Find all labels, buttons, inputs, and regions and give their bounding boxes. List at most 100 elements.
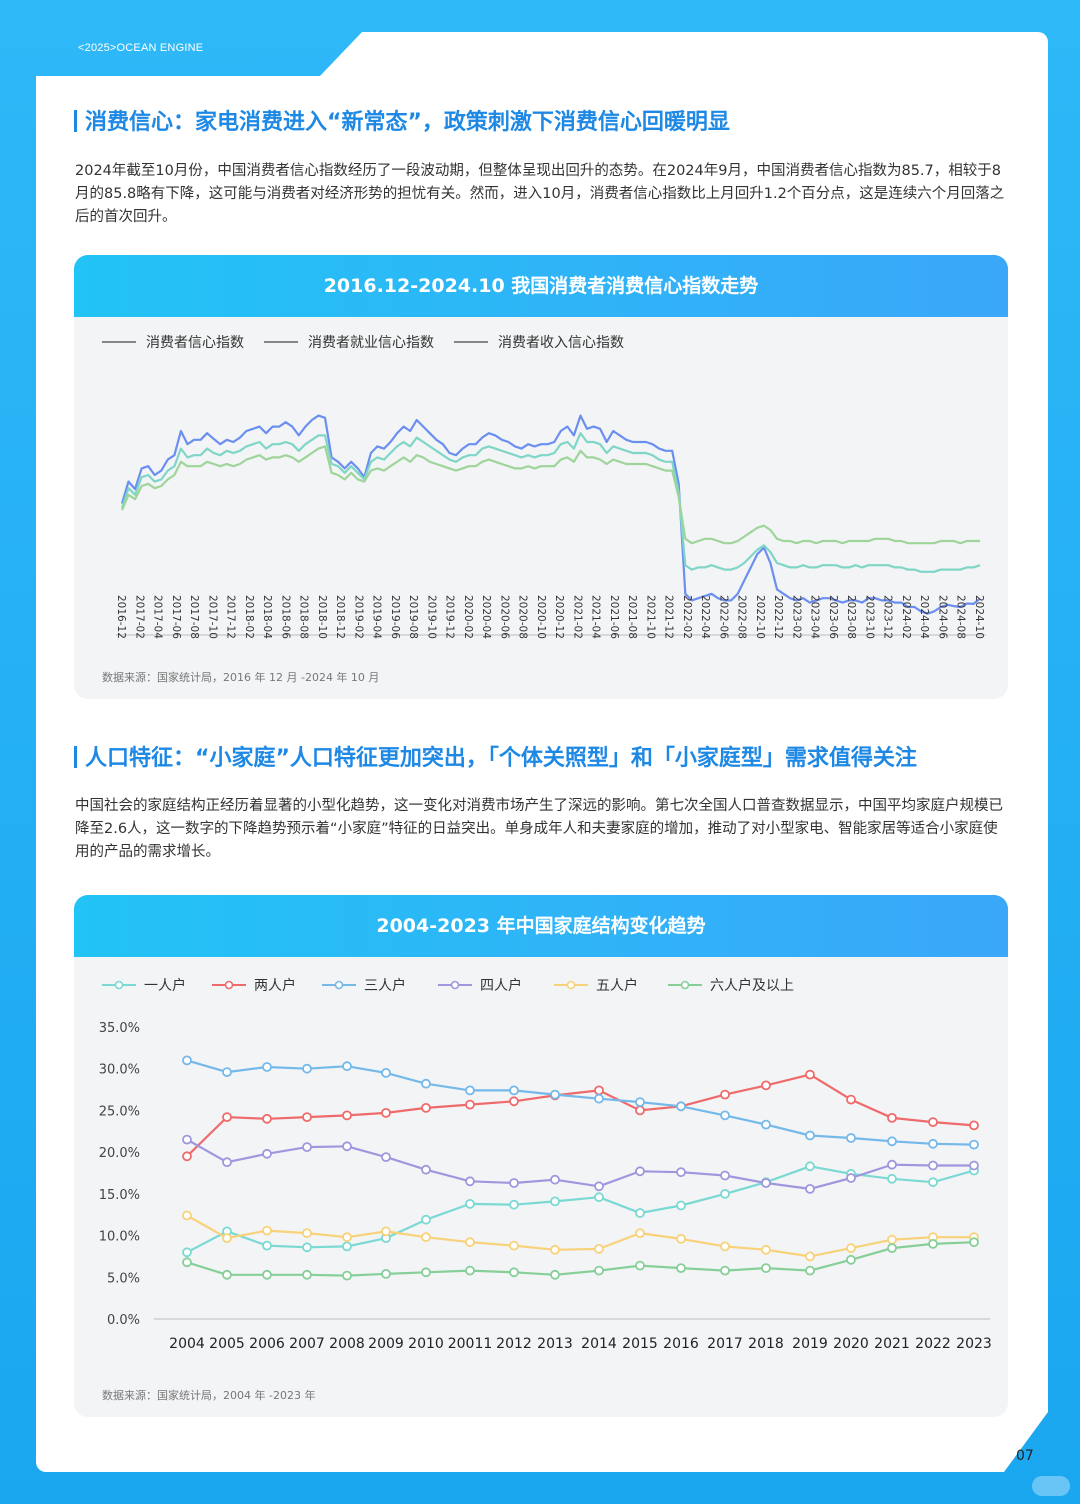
data-point xyxy=(635,1260,645,1271)
x-tick-label: 2020-06 xyxy=(498,595,510,639)
x-tick-label: 2015 xyxy=(622,1336,658,1352)
x-tick-label: 2014 xyxy=(581,1336,617,1352)
data-point xyxy=(846,1173,856,1183)
x-tick-label: 2018-04 xyxy=(261,595,273,639)
x-tick-label: 2018-08 xyxy=(298,595,310,639)
page-number: 07 xyxy=(1016,1448,1034,1464)
data-point xyxy=(969,1139,979,1150)
x-tick-label: 2017 xyxy=(707,1336,743,1352)
data-point xyxy=(465,1265,475,1276)
data-point xyxy=(509,1178,519,1188)
data-point xyxy=(222,1067,232,1077)
y-tick-label: 30.0% xyxy=(99,1063,140,1078)
x-tick-label: 2020-02 xyxy=(462,595,474,639)
data-point xyxy=(465,1085,475,1096)
x-tick-label: 2021-12 xyxy=(663,595,675,639)
data-point xyxy=(421,1214,431,1225)
data-point xyxy=(887,1173,897,1184)
data-point xyxy=(509,1240,519,1251)
title-accent-bar xyxy=(74,746,77,768)
x-tick-label: 2019-10 xyxy=(425,595,437,639)
x-tick-label: 2020-12 xyxy=(553,595,565,639)
y-tick-label: 20.0% xyxy=(99,1146,140,1161)
data-point xyxy=(805,1183,815,1194)
x-tick-label: 2017-04 xyxy=(152,595,164,639)
data-point xyxy=(969,1237,979,1248)
x-tick-label: 2021-10 xyxy=(644,595,656,639)
legend-item: 五人户 xyxy=(554,977,638,994)
legend-item: 三人户 xyxy=(322,977,406,994)
x-tick-label: 2024-06 xyxy=(937,595,949,639)
brand-header: <2025>OCEAN ENGINE xyxy=(78,42,204,54)
data-point xyxy=(550,1089,560,1100)
x-tick-label: 2022-02 xyxy=(681,595,693,639)
x-tick-label: 2022 xyxy=(915,1336,951,1352)
data-point xyxy=(222,1112,232,1123)
data-source: 数据来源：国家统计局，2004 年 -2023 年 xyxy=(102,1389,316,1402)
x-tick-label: 2021-06 xyxy=(608,595,620,639)
x-tick-label: 2021-04 xyxy=(590,595,602,639)
data-point xyxy=(342,1061,352,1072)
svg-text:四人户: 四人户 xyxy=(480,977,522,994)
svg-text:消费者信心指数: 消费者信心指数 xyxy=(146,335,244,351)
x-tick-label: 2021 xyxy=(874,1336,910,1352)
data-point xyxy=(381,1068,391,1078)
x-tick-label: 2024-04 xyxy=(918,595,930,639)
data-point xyxy=(635,1228,645,1239)
data-point xyxy=(381,1107,391,1118)
household-line-chart: 一人户 两人户 三人户 四人户 五人户 六人户及以上 0.0% 5.0% 10.0% 15.0% 2… xyxy=(99,977,992,1352)
x-tick-label: 2010 xyxy=(408,1336,444,1352)
x-tick-label: 2020-10 xyxy=(535,595,547,639)
section-title-consumer-confidence: 消费信心：家电消费进入“新常态”，政策刺激下消费信心回暖明显 xyxy=(74,104,730,136)
data-point xyxy=(594,1192,604,1203)
data-point xyxy=(262,1240,272,1251)
x-tick-label: 2018-06 xyxy=(279,595,291,639)
data-point xyxy=(720,1188,730,1199)
data-point xyxy=(342,1241,352,1252)
data-point xyxy=(887,1136,897,1147)
data-point xyxy=(182,1134,192,1145)
data-point xyxy=(342,1232,352,1243)
data-point xyxy=(805,1251,815,1262)
data-point xyxy=(509,1199,519,1210)
x-tick-label: 2008 xyxy=(329,1336,365,1352)
data-point xyxy=(421,1267,431,1278)
data-point xyxy=(594,1085,604,1096)
data-point xyxy=(182,1055,192,1066)
svg-text:三人户: 三人户 xyxy=(364,977,406,994)
x-tick-label: 2023-02 xyxy=(790,595,802,639)
data-point xyxy=(887,1234,897,1245)
data-point xyxy=(550,1244,560,1255)
data-point xyxy=(302,1142,312,1153)
data-point xyxy=(182,1151,192,1162)
y-tick-label: 25.0% xyxy=(99,1104,140,1119)
data-point xyxy=(509,1096,519,1107)
series-line xyxy=(186,1214,974,1258)
data-point xyxy=(805,1161,815,1172)
data-point xyxy=(222,1157,232,1168)
data-point xyxy=(676,1263,686,1274)
data-point xyxy=(222,1269,232,1280)
legend-item: 消费者信心指数 xyxy=(102,335,244,351)
legend-item: 两人户 xyxy=(212,977,296,994)
series-line xyxy=(186,1165,975,1254)
data-point xyxy=(928,1138,938,1149)
data-point xyxy=(262,1113,272,1124)
x-tick-label: 2009 xyxy=(368,1336,404,1352)
x-tick-label: 2023-08 xyxy=(845,595,857,639)
data-point xyxy=(761,1119,771,1130)
data-point xyxy=(928,1238,938,1249)
y-tick-label: 10.0% xyxy=(99,1230,140,1245)
data-point xyxy=(676,1200,686,1211)
data-point xyxy=(465,1099,475,1110)
data-point xyxy=(676,1233,686,1244)
x-tick-label: 2020 xyxy=(833,1336,869,1352)
x-tick-label: 2017-02 xyxy=(133,595,145,639)
data-source: 数据来源：国家统计局，2016 年 12 月 -2024 年 10 月 xyxy=(102,671,380,684)
data-point xyxy=(928,1160,938,1171)
chart-title: 2016.12-2024.10 我国消费者消费信心指数走势 xyxy=(74,255,1008,317)
x-tick-label: 2018-10 xyxy=(316,595,328,639)
data-point xyxy=(381,1268,391,1279)
data-point xyxy=(262,1062,272,1072)
data-point xyxy=(635,1105,645,1116)
